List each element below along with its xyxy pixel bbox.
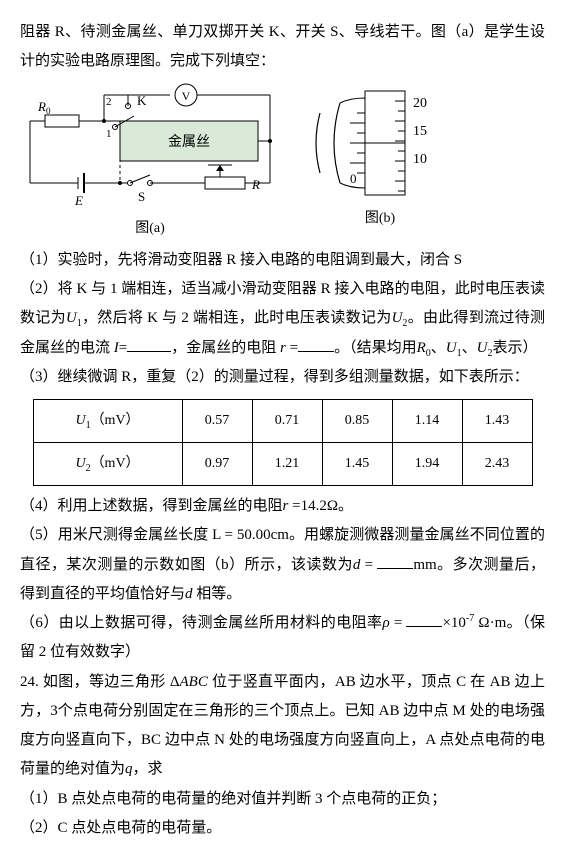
row2-head: U2（mV） <box>33 442 182 485</box>
blank-r <box>298 336 334 352</box>
caption-b: 图(b) <box>365 205 395 232</box>
cell: 0.71 <box>252 399 322 442</box>
q6c: ×10 <box>442 615 465 631</box>
q1: （1）实验时，先将滑动变阻器 R 接入电路的电阻调到最大，闭合 S <box>20 246 545 275</box>
wire-label: 金属丝 <box>168 134 210 150</box>
q2b: ，然后将 K 与 2 端相连，此时电压表读数记为 <box>82 310 392 326</box>
q6exp: -7 <box>466 613 474 624</box>
table-row: U1（mV） 0.57 0.71 0.85 1.14 1.43 <box>33 399 532 442</box>
p24c: ，求 <box>133 761 163 777</box>
q4a: （4）利用上述数据，得到金属丝的电阻 <box>20 498 283 514</box>
q5c: 相等。 <box>196 586 241 602</box>
U1-2: U <box>446 340 457 356</box>
d2: d <box>185 586 193 602</box>
label-R0: R <box>37 99 46 114</box>
label-2: 2 <box>106 96 112 108</box>
tick-0: 0 <box>350 171 357 186</box>
cell: 1.14 <box>392 399 462 442</box>
label-1: 1 <box>106 128 112 140</box>
cell: 0.85 <box>322 399 392 442</box>
cell: 0.57 <box>182 399 252 442</box>
row1-head: U1（mV） <box>33 399 182 442</box>
label-S: S <box>138 189 145 204</box>
tick-15: 15 <box>413 124 427 139</box>
blank-I <box>127 336 171 352</box>
q6b: = <box>390 615 407 631</box>
figure-row: 金属丝 E S R R 0 <box>20 83 545 242</box>
label-R0-sub: 0 <box>46 106 51 116</box>
U2-2: U <box>477 340 488 356</box>
q6a: （6）由以上数据可得，待测金属丝所用材料的电阻率 <box>20 615 382 631</box>
R0-2: R <box>417 340 426 356</box>
label-E: E <box>74 193 83 208</box>
q4b: =14.2Ω。 <box>292 498 353 514</box>
figure-b: 20 15 10 0 图(b) <box>310 83 450 232</box>
p24: 24. 如图，等边三角形 ΔABC 位于竖直平面内，AB 边水平，顶点 C 在 … <box>20 668 545 785</box>
p24-q2: （2）C 点处点电荷的电荷量。 <box>20 814 545 843</box>
q2f: 表示） <box>492 340 537 356</box>
table-row: U2（mV） 0.97 1.21 1.45 1.94 2.43 <box>33 442 532 485</box>
deq: = <box>360 557 377 573</box>
tick-20: 20 <box>413 96 427 111</box>
q2: （2）将 K 与 1 端相连，适当减小滑动变阻器 R 接入电路的电阻，此时电压表… <box>20 275 545 363</box>
cell: 1.45 <box>322 442 392 485</box>
p24-q1: （1）B 点处点电荷的电荷量的绝对值并判断 3 个点电荷的正负； <box>20 785 545 814</box>
rho: ρ <box>382 615 389 631</box>
U2: U <box>392 310 403 326</box>
tick-10: 10 <box>413 152 427 167</box>
q3: （3）继续微调 R，重复（2）的测量过程，得到多组测量数据，如下表所示： <box>20 363 545 392</box>
sep1: 、 <box>431 340 446 356</box>
data-table: U1（mV） 0.57 0.71 0.85 1.14 1.43 U2（mV） 0… <box>33 399 533 487</box>
label-V: V <box>182 89 191 103</box>
figure-a: 金属丝 E S R R 0 <box>20 83 280 242</box>
q5: （5）用米尺测得金属丝长度 L = 50.00cm。用螺旋测微器测量金属丝不同位… <box>20 521 545 609</box>
label-K: K <box>137 93 147 108</box>
sep2: 、 <box>462 340 477 356</box>
cell: 2.43 <box>462 442 532 485</box>
q2e: 。（结果均用 <box>334 340 417 356</box>
r2: r <box>283 498 289 514</box>
q2d: ，金属丝的电阻 <box>171 340 276 356</box>
p24a: 24. 如图，等边三角形 Δ <box>20 674 180 690</box>
cell: 1.94 <box>392 442 462 485</box>
q6: （6）由以上数据可得，待测金属丝所用材料的电阻率ρ = ×10-7 Ω·m。（保… <box>20 609 545 668</box>
intro-text: 阻器 R、待测金属丝、单刀双掷开关 K、开关 S、导线若干。图（a）是学生设计的… <box>20 18 545 77</box>
blank-rho <box>406 611 442 627</box>
r1: r <box>280 340 286 356</box>
caption-a: 图(a) <box>135 215 165 242</box>
eq2: = <box>290 340 298 356</box>
label-R: R <box>251 177 260 192</box>
q-char: q <box>125 761 133 777</box>
U1: U <box>66 310 77 326</box>
abc: ABC <box>180 674 208 690</box>
cell: 0.97 <box>182 442 252 485</box>
q4: （4）利用上述数据，得到金属丝的电阻r =14.2Ω。 <box>20 492 545 521</box>
cell: 1.21 <box>252 442 322 485</box>
eq1: = <box>119 340 127 356</box>
cell: 1.43 <box>462 399 532 442</box>
blank-d <box>377 553 413 569</box>
